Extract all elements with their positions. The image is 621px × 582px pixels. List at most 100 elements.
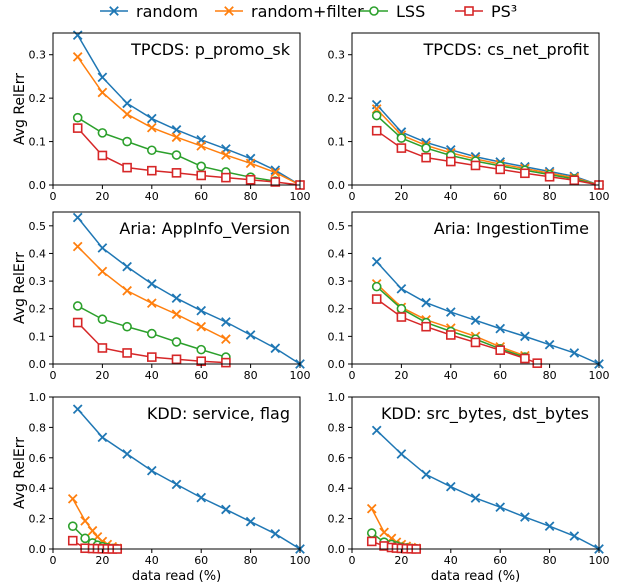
data-point — [146, 122, 157, 133]
x-axis-label: data read (%) — [431, 569, 520, 582]
data-point — [421, 469, 431, 480]
series-random — [371, 256, 604, 369]
series-line — [376, 429, 600, 550]
x-tick-label: 60 — [194, 554, 208, 567]
panel-title: TPCDS: cs_net_profit — [423, 40, 589, 60]
x-tick-label: 80 — [543, 554, 557, 567]
plot-frame — [351, 396, 600, 550]
series-line — [376, 108, 600, 186]
series-random-filter — [72, 241, 231, 344]
series-ps — [371, 294, 543, 368]
y-tick-label: 0.2 — [29, 303, 47, 316]
data-point-stroke-b — [396, 449, 407, 459]
series-line — [376, 261, 600, 365]
series-line — [77, 34, 301, 186]
data-point — [196, 305, 207, 316]
y-tick-label: 0.8 — [29, 421, 47, 434]
data-point-stroke-b — [72, 241, 83, 252]
data-point — [532, 358, 543, 368]
data-point — [171, 125, 182, 135]
data-point-stroke-b — [122, 98, 132, 109]
y-tick-label: 0.0 — [328, 358, 346, 371]
data-point-stroke-b — [569, 348, 580, 358]
x-tick-label: 40 — [145, 369, 159, 382]
data-point — [196, 344, 206, 355]
y-tick-label: 0.0 — [29, 179, 47, 192]
data-point-stroke-b — [495, 323, 506, 334]
data-point — [371, 99, 382, 110]
y-tick-label: 0.5 — [328, 220, 346, 233]
data-point — [371, 294, 382, 304]
data-point — [221, 334, 231, 344]
y-tick-label: 0.4 — [29, 247, 47, 260]
data-point — [80, 516, 90, 526]
y-tick-label: 0.1 — [328, 136, 346, 149]
data-point — [97, 72, 108, 83]
series-lss — [72, 301, 231, 362]
data-point-stroke-b — [245, 158, 256, 169]
x-tick-label: 40 — [145, 190, 159, 203]
data-point — [520, 331, 530, 342]
data-point — [366, 503, 377, 514]
data-point — [445, 481, 456, 492]
data-point — [569, 175, 580, 186]
data-point — [171, 293, 182, 304]
data-point — [72, 123, 83, 133]
x-tick-label: 60 — [194, 369, 208, 382]
data-point-stroke-b — [196, 321, 207, 332]
plot-frame — [52, 211, 301, 365]
data-point-stroke-b — [371, 256, 382, 267]
series-line — [77, 408, 301, 550]
x-tick-label: 80 — [244, 190, 258, 203]
x-tick-label: 40 — [145, 554, 159, 567]
data-point — [396, 449, 407, 459]
data-point — [196, 170, 206, 181]
data-point-stroke-b — [122, 285, 132, 296]
data-point — [445, 307, 456, 317]
x-tick-label: 20 — [394, 554, 408, 567]
data-point — [245, 158, 256, 169]
series-line — [376, 114, 600, 186]
legend-label: random — [136, 2, 198, 21]
data-point — [72, 212, 83, 223]
data-point-stroke-b — [146, 122, 157, 133]
data-point-stroke-b — [245, 330, 256, 340]
legend-marker — [109, 6, 119, 16]
data-point-stroke-b — [445, 307, 456, 317]
legend-marker — [464, 6, 474, 16]
data-point-stroke-b — [495, 502, 506, 513]
data-point-stroke-b — [270, 343, 281, 354]
y-tick-label: 0.4 — [29, 482, 47, 495]
data-point — [146, 298, 157, 309]
y-tick-label: 0.6 — [328, 452, 346, 465]
data-point — [122, 109, 132, 120]
data-point-stroke-b — [72, 52, 83, 62]
series-line — [77, 127, 301, 186]
y-tick-label: 0.1 — [29, 330, 47, 343]
data-point-stroke-b — [221, 504, 231, 515]
data-point-stroke-b — [97, 266, 108, 277]
data-point — [146, 113, 157, 124]
y-tick-label: 0.2 — [29, 92, 47, 105]
data-point-stroke-b — [122, 109, 132, 120]
data-point — [245, 516, 256, 527]
y-tick-label: 0.4 — [328, 247, 346, 260]
data-point-stroke-b — [421, 297, 431, 308]
data-point — [147, 165, 157, 176]
legend-marker-stroke-b — [224, 6, 234, 16]
data-point — [97, 432, 108, 443]
data-point — [97, 87, 108, 98]
data-point — [146, 279, 157, 289]
data-point — [171, 479, 182, 490]
data-point-stroke-b — [171, 479, 182, 490]
x-tick-label: 80 — [543, 369, 557, 382]
x-tick-label: 0 — [349, 369, 356, 382]
data-point — [122, 321, 132, 332]
data-point — [72, 112, 83, 123]
data-point-stroke-b — [421, 469, 431, 480]
x-tick-label: 60 — [493, 190, 507, 203]
x-tick-label: 0 — [50, 190, 57, 203]
data-point — [97, 266, 108, 277]
series-line — [376, 130, 600, 186]
